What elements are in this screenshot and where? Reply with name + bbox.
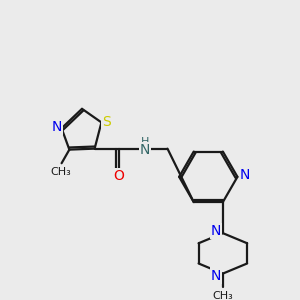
Text: H: H (141, 137, 149, 147)
Text: O: O (113, 169, 124, 183)
Text: CH₃: CH₃ (212, 291, 233, 300)
Text: N: N (140, 142, 150, 157)
Text: N: N (240, 168, 250, 182)
Text: N: N (211, 268, 221, 283)
Text: S: S (102, 116, 111, 129)
Text: N: N (211, 224, 221, 238)
Text: CH₃: CH₃ (50, 167, 71, 177)
Text: N: N (52, 120, 62, 134)
